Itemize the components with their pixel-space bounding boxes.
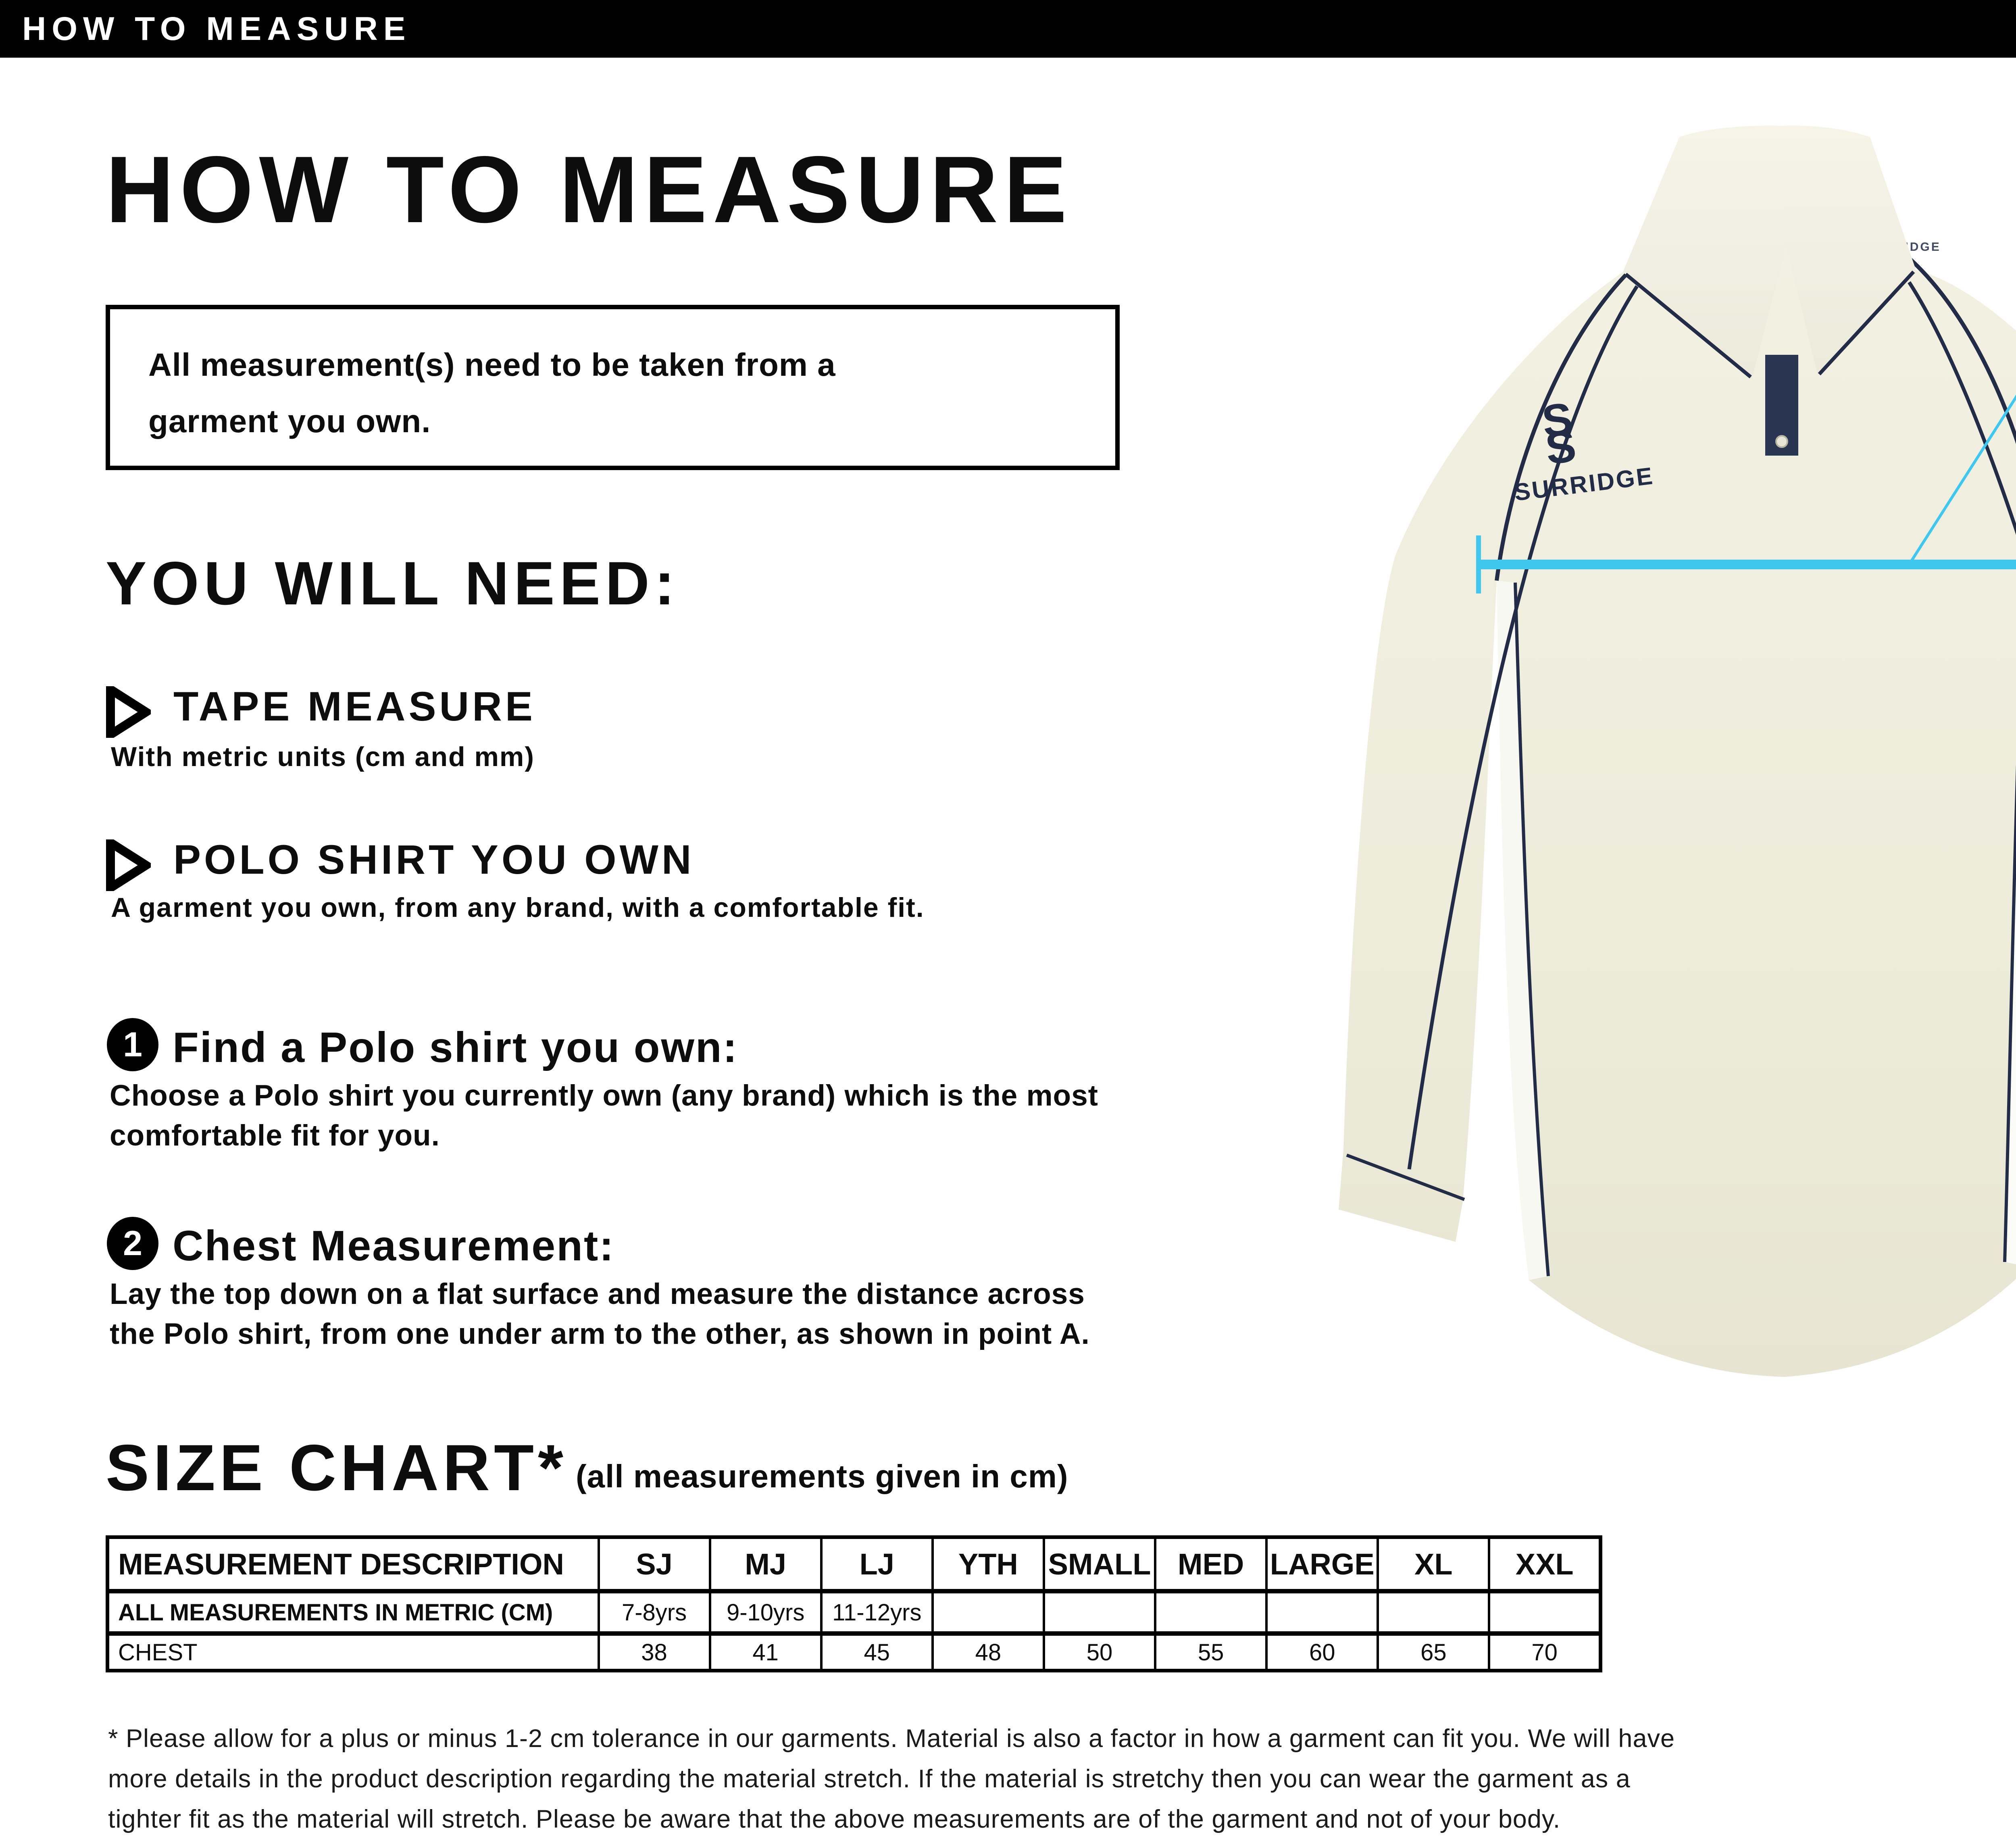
cell: 45	[820, 1632, 934, 1672]
step-number-badge: 1	[107, 1018, 158, 1071]
top-bar: HOW TO MEASURE S S SURRIDGE	[0, 0, 2016, 58]
cell: 48	[931, 1632, 1045, 1672]
col-header-med: MED	[1154, 1536, 1268, 1593]
cell: 11-12yrs	[820, 1590, 934, 1636]
step-body: Lay the top down on a flat surface and m…	[110, 1274, 1090, 1354]
step-title-find-polo: Find a Polo shirt you own:	[173, 1024, 738, 1071]
collar-edge-piping	[1624, 270, 1915, 379]
notice-text: All measurement(s) need to be taken from…	[148, 337, 836, 450]
measurement-overlay: A	[1476, 394, 2016, 593]
chest-measure-line	[1479, 560, 2016, 569]
item-label-polo-shirt: POLO SHIRT YOU OWN	[173, 837, 695, 883]
item-desc-polo-shirt: A garment you own, from any brand, with …	[111, 892, 925, 923]
marker-leader-line	[1908, 394, 2016, 565]
cell: 70	[1488, 1632, 1602, 1672]
col-header-small: SMALL	[1042, 1536, 1157, 1593]
cell	[1265, 1590, 1379, 1636]
col-header-xl: XL	[1377, 1536, 1491, 1593]
page-title: HOW TO MEASURE	[106, 136, 1073, 242]
col-header-lj: LJ	[820, 1536, 934, 1593]
step-text-line: Lay the top down on a flat surface and m…	[110, 1278, 1085, 1310]
triangle-bullet-icon	[106, 686, 151, 738]
navy-piping	[1346, 246, 2016, 1276]
step-text-line: the Polo shirt, from one under arm to th…	[110, 1318, 1090, 1350]
col-header-sj: SJ	[597, 1536, 711, 1593]
step-text-line: comfortable fit for you.	[110, 1119, 440, 1152]
shirt-illustration: SURRIDGE SURRIDGE SURRIDGE SURRIDGE www.…	[1339, 125, 2016, 1377]
measure-end-cap	[1476, 535, 1481, 593]
collar-leaf-left	[1623, 125, 1786, 379]
footnote: * Please allow for a plus or minus 1-2 c…	[108, 1718, 1675, 1839]
cell: ALL MEASUREMENTS IN METRIC (CM)	[106, 1590, 600, 1636]
chest-logo-s-icon: S	[1543, 420, 1579, 474]
notice-line: All measurement(s) need to be taken from…	[148, 347, 836, 383]
table-row-chest: CHEST 38 41 45 48 50 55 60 65 70	[106, 1632, 1602, 1672]
size-chart-subtitle: (all measurements given in cm)	[576, 1458, 1068, 1494]
cell: CHEST	[106, 1632, 600, 1672]
size-table-header-row: MEASUREMENT DESCRIPTION SJ MJ LJ YTH SMA…	[106, 1536, 1602, 1593]
top-bar-title: HOW TO MEASURE	[22, 10, 411, 47]
cell: 9-10yrs	[708, 1590, 823, 1636]
col-header-xxl: XXL	[1488, 1536, 1602, 1593]
footnote-line: tighter fit as the material will stretch…	[108, 1805, 1561, 1833]
size-chart-title: SIZE CHART*	[106, 1431, 568, 1504]
cell: 65	[1377, 1632, 1491, 1672]
cell	[1488, 1590, 1602, 1636]
cell: 41	[708, 1632, 823, 1672]
step-body: Choose a Polo shirt you currently own (a…	[110, 1076, 1098, 1156]
cell: 7-8yrs	[597, 1590, 711, 1636]
col-header-yth: YTH	[931, 1536, 1045, 1593]
cell: 50	[1042, 1632, 1157, 1672]
cell: 60	[1265, 1632, 1379, 1672]
button	[1775, 435, 1788, 448]
cell	[1042, 1590, 1157, 1636]
step-number-badge: 2	[107, 1217, 158, 1270]
section-you-will-need: YOU WILL NEED:	[106, 549, 680, 618]
size-table: MEASUREMENT DESCRIPTION SJ MJ LJ YTH SMA…	[106, 1535, 1602, 1672]
item-label-tape-measure: TAPE MEASURE	[173, 683, 536, 729]
step-text-line: Choose a Polo shirt you currently own (a…	[110, 1079, 1098, 1112]
cell	[931, 1590, 1045, 1636]
triangle-bullet-icon	[106, 839, 151, 891]
footnote-line: more details in the product description …	[108, 1765, 1631, 1793]
table-row-metric: ALL MEASUREMENTS IN METRIC (CM) 7-8yrs 9…	[106, 1590, 1602, 1636]
cell	[1154, 1590, 1268, 1636]
notice-line: garment you own.	[148, 403, 431, 439]
cell	[1377, 1590, 1491, 1636]
cell: 38	[597, 1632, 711, 1672]
shirt-body	[1339, 127, 2016, 1377]
col-header-large: LARGE	[1265, 1536, 1379, 1593]
notice-box: All measurement(s) need to be taken from…	[106, 305, 1120, 470]
col-header-mj: MJ	[708, 1536, 823, 1593]
footnote-line: * Please allow for a plus or minus 1-2 c…	[108, 1724, 1675, 1753]
collar-leaf-right	[1782, 125, 1916, 375]
cell: 55	[1154, 1632, 1268, 1672]
item-desc-tape-measure: With metric units (cm and mm)	[111, 741, 535, 772]
chest-logo-s-icon: S	[1539, 393, 1575, 447]
step-title-chest-measurement: Chest Measurement:	[173, 1222, 615, 1270]
col-header-measurement-description: MEASUREMENT DESCRIPTION	[106, 1536, 600, 1593]
